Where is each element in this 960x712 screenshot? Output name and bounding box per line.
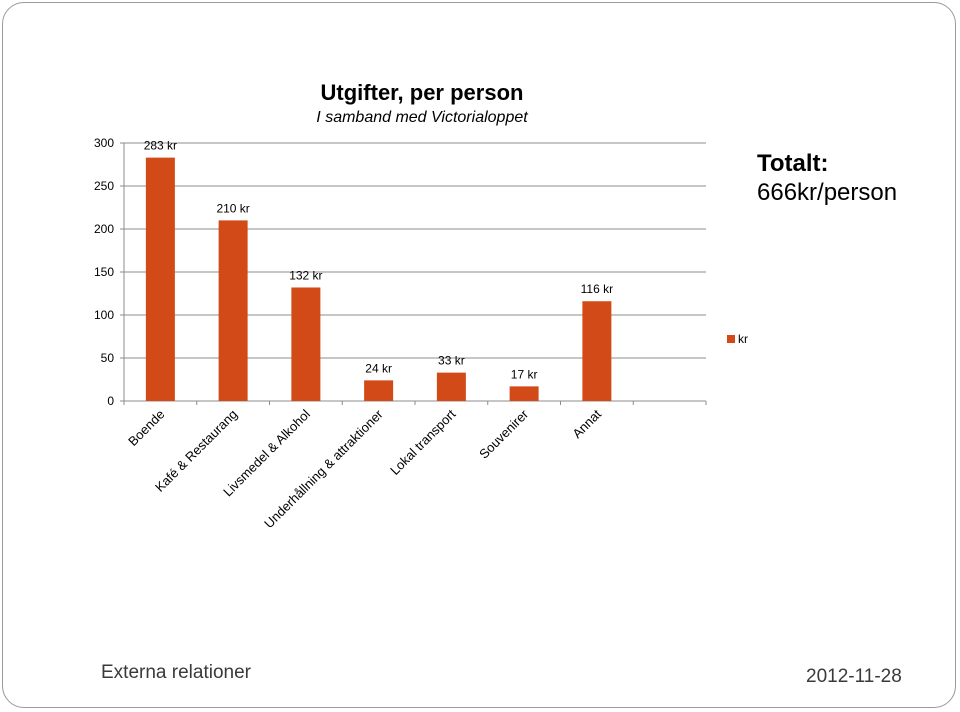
category-label: Souvenirer bbox=[476, 406, 532, 462]
data-label: 132 kr bbox=[289, 268, 322, 282]
y-tick-label: 100 bbox=[94, 308, 114, 322]
chart-title: Utgifter, per person bbox=[321, 80, 524, 105]
bar bbox=[509, 386, 539, 401]
y-tick-label: 0 bbox=[107, 394, 114, 408]
y-tick-label: 50 bbox=[101, 351, 115, 365]
total-title: Totalt: bbox=[757, 150, 829, 177]
y-tick-label: 250 bbox=[94, 179, 114, 193]
category-label: Lokal transport bbox=[387, 406, 459, 478]
y-tick-label: 300 bbox=[94, 136, 114, 150]
legend-label: kr bbox=[738, 332, 748, 346]
footer-left-text: Externa relationer bbox=[101, 662, 251, 683]
y-tick-label: 200 bbox=[94, 222, 114, 236]
bar bbox=[291, 287, 321, 401]
data-label: 17 kr bbox=[511, 367, 538, 381]
data-label: 33 kr bbox=[438, 354, 465, 368]
category-label: Boende bbox=[125, 407, 167, 449]
data-label: 210 kr bbox=[216, 201, 249, 215]
bar bbox=[364, 380, 394, 401]
bar bbox=[582, 301, 612, 401]
category-label: Underhållning & attraktioner bbox=[261, 406, 386, 531]
legend-swatch bbox=[727, 335, 735, 343]
total-summary: Totalt: 666kr/person bbox=[757, 150, 897, 208]
bar bbox=[436, 372, 466, 401]
total-value: 666kr/person bbox=[757, 179, 898, 206]
chart-subtitle: I samband med Victorialoppet bbox=[316, 109, 528, 126]
data-label: 24 kr bbox=[365, 361, 392, 375]
data-label: 116 kr bbox=[581, 282, 613, 296]
category-label: Annat bbox=[569, 406, 604, 441]
bar bbox=[145, 157, 175, 401]
y-tick-label: 150 bbox=[94, 265, 114, 279]
footer-date: 2012-11-28 bbox=[806, 666, 902, 687]
data-label: 283 kr bbox=[144, 139, 177, 153]
bar bbox=[218, 220, 248, 401]
